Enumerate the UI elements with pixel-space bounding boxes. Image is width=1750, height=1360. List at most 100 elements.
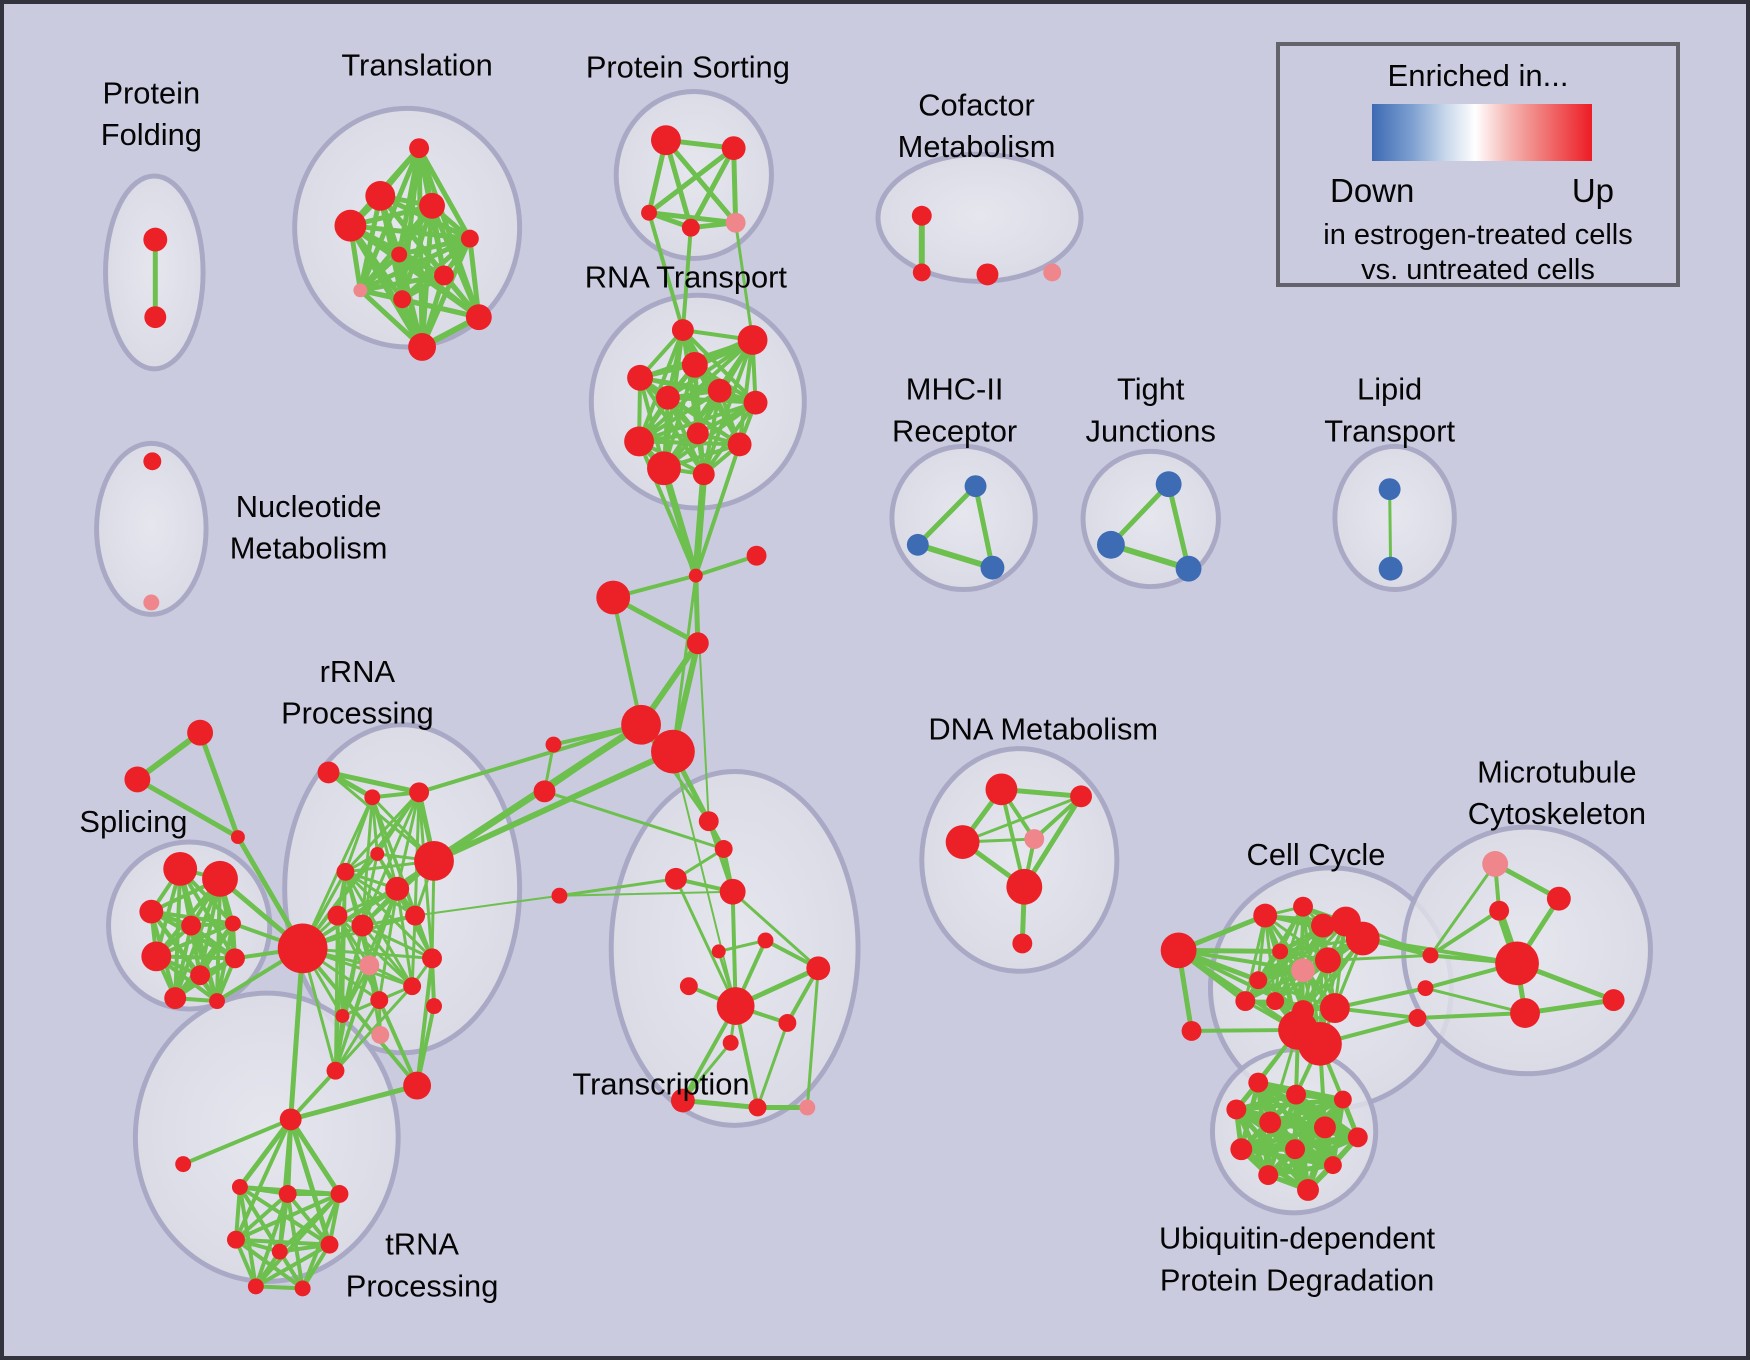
network-node[interactable] bbox=[688, 568, 703, 583]
network-node[interactable] bbox=[906, 533, 929, 556]
network-node[interactable] bbox=[187, 719, 214, 746]
network-node[interactable] bbox=[139, 899, 164, 924]
network-node[interactable] bbox=[164, 987, 187, 1010]
network-node[interactable] bbox=[1489, 900, 1510, 921]
network-node[interactable] bbox=[403, 977, 422, 996]
network-node[interactable] bbox=[419, 192, 445, 219]
network-node[interactable] bbox=[163, 851, 198, 886]
network-node[interactable] bbox=[226, 1230, 245, 1249]
network-node[interactable] bbox=[409, 782, 430, 803]
network-node[interactable] bbox=[460, 229, 479, 248]
network-node[interactable] bbox=[1345, 921, 1380, 956]
network-node[interactable] bbox=[143, 594, 160, 611]
network-node[interactable] bbox=[1378, 478, 1401, 501]
network-node[interactable] bbox=[681, 218, 700, 237]
network-node[interactable] bbox=[778, 1014, 797, 1032]
network-node[interactable] bbox=[671, 319, 694, 342]
network-node[interactable] bbox=[656, 385, 680, 410]
network-node[interactable] bbox=[692, 463, 715, 486]
network-node[interactable] bbox=[393, 290, 412, 309]
network-node[interactable] bbox=[1347, 1127, 1368, 1148]
network-node[interactable] bbox=[1378, 556, 1403, 581]
network-node[interactable] bbox=[271, 1243, 288, 1260]
network-node[interactable] bbox=[1272, 943, 1289, 960]
network-node[interactable] bbox=[1160, 932, 1197, 969]
network-node[interactable] bbox=[681, 351, 708, 378]
network-node[interactable] bbox=[141, 941, 172, 972]
network-node[interactable] bbox=[1333, 1090, 1352, 1109]
network-node[interactable] bbox=[1314, 947, 1341, 974]
network-node[interactable] bbox=[1602, 989, 1625, 1012]
network-node[interactable] bbox=[143, 452, 162, 471]
network-node[interactable] bbox=[1096, 530, 1125, 559]
network-node[interactable] bbox=[545, 736, 562, 753]
network-node[interactable] bbox=[1070, 785, 1093, 808]
network-node[interactable] bbox=[627, 364, 654, 391]
network-node[interactable] bbox=[1495, 941, 1539, 986]
network-node[interactable] bbox=[209, 993, 225, 1010]
network-node[interactable] bbox=[359, 955, 380, 976]
network-node[interactable] bbox=[1226, 1099, 1247, 1120]
network-node[interactable] bbox=[405, 905, 426, 926]
network-node[interactable] bbox=[1291, 958, 1315, 983]
network-node[interactable] bbox=[721, 136, 746, 161]
network-node[interactable] bbox=[647, 451, 681, 486]
network-node[interactable] bbox=[1006, 868, 1043, 905]
network-node[interactable] bbox=[1266, 992, 1285, 1011]
network-node[interactable] bbox=[202, 860, 238, 897]
network-node[interactable] bbox=[414, 841, 454, 881]
network-node[interactable] bbox=[799, 1099, 816, 1116]
network-node[interactable] bbox=[1012, 933, 1033, 954]
network-node[interactable] bbox=[426, 998, 442, 1015]
network-node[interactable] bbox=[1175, 555, 1202, 582]
network-node[interactable] bbox=[533, 780, 556, 803]
network-node[interactable] bbox=[403, 1071, 432, 1100]
network-node[interactable] bbox=[1230, 1138, 1253, 1161]
network-node[interactable] bbox=[1248, 1072, 1269, 1093]
network-node[interactable] bbox=[144, 306, 167, 329]
network-node[interactable] bbox=[1422, 947, 1439, 964]
network-node[interactable] bbox=[124, 766, 151, 793]
network-node[interactable] bbox=[1258, 1165, 1279, 1186]
network-node[interactable] bbox=[371, 1025, 390, 1044]
network-node[interactable] bbox=[465, 304, 492, 331]
network-node[interactable] bbox=[707, 378, 732, 403]
network-node[interactable] bbox=[964, 475, 987, 498]
network-node[interactable] bbox=[911, 205, 932, 226]
network-node[interactable] bbox=[330, 1185, 349, 1203]
network-node[interactable] bbox=[143, 227, 168, 252]
network-node[interactable] bbox=[716, 987, 755, 1025]
network-node[interactable] bbox=[231, 1179, 248, 1195]
network-node[interactable] bbox=[365, 180, 396, 211]
network-node[interactable] bbox=[1417, 980, 1434, 997]
network-node[interactable] bbox=[326, 1061, 345, 1080]
network-node[interactable] bbox=[641, 204, 658, 221]
network-node[interactable] bbox=[725, 212, 746, 233]
network-node[interactable] bbox=[651, 125, 681, 156]
network-node[interactable] bbox=[912, 263, 931, 282]
network-node[interactable] bbox=[317, 761, 340, 784]
network-node[interactable] bbox=[370, 847, 385, 861]
network-node[interactable] bbox=[748, 1098, 767, 1117]
network-node[interactable] bbox=[596, 580, 631, 615]
network-node[interactable] bbox=[737, 325, 768, 355]
network-node[interactable] bbox=[1297, 1179, 1319, 1201]
network-node[interactable] bbox=[434, 265, 454, 286]
network-node[interactable] bbox=[1181, 1020, 1202, 1041]
network-node[interactable] bbox=[277, 923, 328, 974]
network-node[interactable] bbox=[1298, 1021, 1342, 1066]
network-node[interactable] bbox=[1253, 903, 1278, 928]
network-node[interactable] bbox=[1259, 1111, 1282, 1134]
network-node[interactable] bbox=[551, 887, 568, 904]
network-node[interactable] bbox=[670, 1088, 695, 1113]
network-node[interactable] bbox=[1310, 913, 1335, 938]
network-node[interactable] bbox=[1155, 471, 1182, 498]
network-node[interactable] bbox=[175, 1156, 192, 1173]
network-node[interactable] bbox=[1285, 1139, 1306, 1160]
network-node[interactable] bbox=[385, 876, 410, 901]
network-node[interactable] bbox=[230, 830, 245, 845]
network-node[interactable] bbox=[1510, 998, 1540, 1028]
network-node[interactable] bbox=[279, 1108, 302, 1131]
network-node[interactable] bbox=[976, 263, 999, 286]
network-node[interactable] bbox=[422, 948, 442, 969]
